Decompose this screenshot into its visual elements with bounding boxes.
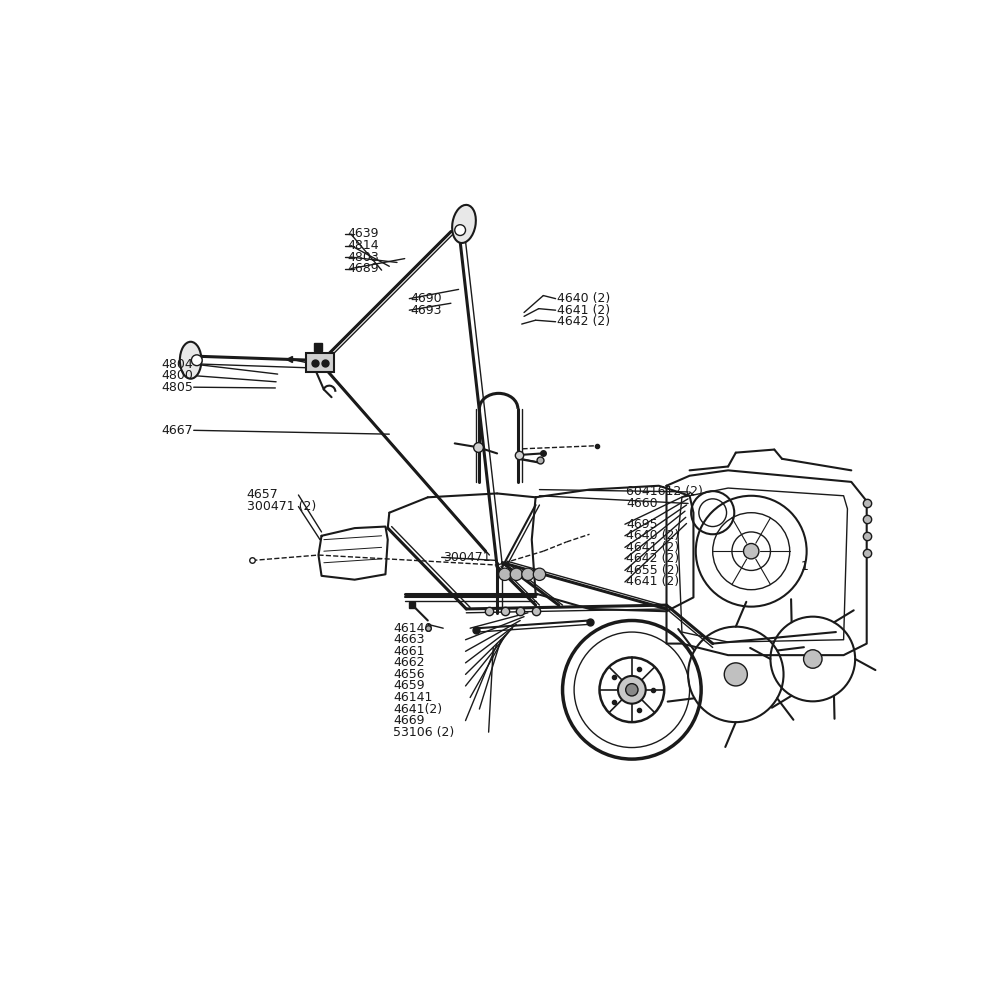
Text: 4814: 4814 <box>347 239 379 252</box>
Text: 4657: 4657 <box>247 488 279 501</box>
Text: 4663: 4663 <box>393 633 425 646</box>
Circle shape <box>744 544 759 559</box>
Text: 4805: 4805 <box>161 381 193 394</box>
Text: 300471 (2): 300471 (2) <box>247 500 316 513</box>
Ellipse shape <box>452 205 476 243</box>
Circle shape <box>724 663 747 686</box>
Text: 4642 (2): 4642 (2) <box>626 552 680 565</box>
Text: 4640 (2): 4640 (2) <box>557 292 610 305</box>
Text: 4655 (2): 4655 (2) <box>626 564 680 577</box>
Circle shape <box>499 568 511 580</box>
Text: 4661: 4661 <box>393 645 425 658</box>
Text: 1: 1 <box>801 560 809 573</box>
Text: 4800: 4800 <box>161 369 193 382</box>
Text: 4662: 4662 <box>393 656 425 669</box>
Circle shape <box>455 225 466 235</box>
Text: 4641 (2): 4641 (2) <box>626 576 680 588</box>
Text: 4660: 4660 <box>626 497 658 510</box>
Text: 4639: 4639 <box>347 227 378 240</box>
Text: 4804: 4804 <box>161 358 193 371</box>
Text: 53106 (2): 53106 (2) <box>393 726 454 739</box>
Ellipse shape <box>180 342 201 379</box>
Text: 4659: 4659 <box>393 679 425 692</box>
Text: 4641 (2): 4641 (2) <box>626 541 680 554</box>
Text: 4803: 4803 <box>347 251 379 264</box>
Text: 4640 (2): 4640 (2) <box>626 529 680 542</box>
Text: 4695: 4695 <box>626 518 658 531</box>
Circle shape <box>510 568 523 580</box>
FancyBboxPatch shape <box>306 353 334 372</box>
Circle shape <box>804 650 822 668</box>
Text: 4656: 4656 <box>393 668 425 681</box>
Circle shape <box>522 568 534 580</box>
Circle shape <box>533 568 546 580</box>
Text: 4642 (2): 4642 (2) <box>557 315 610 328</box>
Text: 4641(2): 4641(2) <box>393 703 442 716</box>
Text: 46140: 46140 <box>393 622 433 635</box>
Circle shape <box>618 676 646 704</box>
Text: 300471: 300471 <box>443 551 491 564</box>
Text: 46141: 46141 <box>393 691 433 704</box>
Text: 4641 (2): 4641 (2) <box>557 304 610 317</box>
Circle shape <box>626 684 638 696</box>
Text: 4690: 4690 <box>411 292 442 305</box>
Text: 6041612 (2): 6041612 (2) <box>626 485 703 498</box>
Text: 4693: 4693 <box>411 304 442 317</box>
Text: 4669: 4669 <box>393 714 425 727</box>
Text: 4667: 4667 <box>161 424 193 437</box>
Circle shape <box>191 355 202 366</box>
Text: 4689: 4689 <box>347 262 379 275</box>
